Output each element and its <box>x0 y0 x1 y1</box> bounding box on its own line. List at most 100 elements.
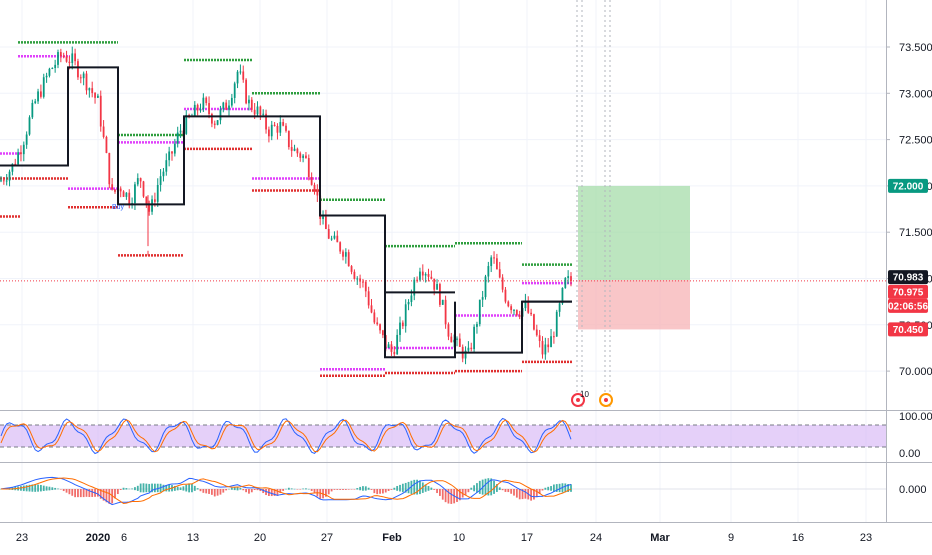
candle-body <box>128 192 131 206</box>
candle-body <box>373 312 376 323</box>
macd-histogram-bar <box>276 489 279 496</box>
macd-histogram-bar <box>336 489 339 490</box>
candle-body <box>424 274 427 276</box>
macd-histogram-bar <box>393 487 396 490</box>
macd-histogram-bar <box>513 489 515 496</box>
candle-body <box>54 64 57 68</box>
macd-histogram-bar <box>22 485 25 492</box>
candle-body <box>125 192 128 197</box>
macd-histogram-bar <box>230 487 233 490</box>
candle-body <box>376 322 379 325</box>
candle-body <box>379 324 381 331</box>
macd-histogram-bar <box>253 489 256 491</box>
candle-body <box>570 276 572 282</box>
candle-body <box>248 99 250 104</box>
stop-price-tag-bg <box>888 322 928 337</box>
candle-body <box>553 336 555 338</box>
candle-body <box>327 228 330 239</box>
macd-histogram-bar <box>419 480 421 495</box>
macd-histogram-bar <box>131 488 133 490</box>
candle-body <box>456 338 458 340</box>
current-price-tag-bg <box>888 284 928 299</box>
candle-body <box>307 158 310 178</box>
macd-histogram-bar <box>25 485 28 492</box>
macd-histogram-bar <box>165 484 168 492</box>
candle-body <box>134 184 136 204</box>
candle-body <box>433 278 436 290</box>
macd-histogram-bar <box>128 488 131 490</box>
macd-histogram-bar <box>262 489 265 494</box>
macd-histogram-bar <box>259 489 262 492</box>
macd-histogram-bar <box>507 489 510 493</box>
macd-histogram-bar <box>45 486 48 491</box>
candle-body <box>17 152 19 165</box>
candle-body <box>310 177 313 185</box>
macd-histogram-bar <box>379 489 381 494</box>
macd-histogram-bar <box>553 484 555 492</box>
indicator-lines <box>0 41 886 377</box>
macd-histogram-bar <box>376 489 379 495</box>
macd-histogram-bar <box>302 488 304 490</box>
candle-body <box>544 344 547 355</box>
candle-body <box>250 99 253 110</box>
macd-histogram-bar <box>436 489 438 494</box>
macd-histogram-bar <box>54 487 57 490</box>
stoch-d-line <box>0 419 572 453</box>
macd-histogram-bar <box>202 489 205 493</box>
macd-histogram-bar <box>51 487 54 491</box>
candle-body <box>37 91 39 102</box>
candle-body <box>558 303 561 312</box>
candle-body <box>262 113 265 115</box>
candle-body <box>97 95 99 98</box>
candle-body <box>114 189 116 192</box>
macd-histogram-bar <box>547 486 550 491</box>
macd-histogram-bar <box>162 484 165 492</box>
macd-histogram-bar <box>211 489 213 495</box>
candle-body <box>213 123 216 125</box>
event-badge-dot <box>604 398 608 402</box>
candle-body <box>296 148 299 154</box>
macd-histogram-bar <box>248 489 250 494</box>
candle-body <box>464 350 467 359</box>
time-tick-label: 2020 <box>86 532 110 544</box>
macd-histogram-bar <box>134 487 136 491</box>
macd-histogram-bar <box>105 489 108 503</box>
candle-body <box>439 284 441 305</box>
candle-body <box>82 73 85 79</box>
candle-body <box>139 178 142 182</box>
macd-histogram-bar <box>139 483 142 493</box>
macd-histogram-bar <box>0 488 2 490</box>
candle-body <box>407 301 410 305</box>
macd-histogram-bar <box>382 489 384 494</box>
macd-histogram-bar <box>116 489 119 495</box>
candle-body <box>498 269 501 278</box>
candle-body <box>159 176 162 185</box>
macd-histogram-bar <box>48 486 51 491</box>
candle-body <box>441 299 444 305</box>
candle-body <box>302 155 304 158</box>
candle-body <box>102 126 105 137</box>
candle-body <box>473 326 475 350</box>
candle-body <box>367 291 370 306</box>
event-badge-count: 10 <box>580 390 589 399</box>
candle-body <box>205 97 208 104</box>
candle-body <box>476 324 478 327</box>
candle-body <box>527 300 530 313</box>
candle-body <box>382 330 384 336</box>
candle-body <box>256 106 259 115</box>
candle-body <box>68 61 71 64</box>
time-tick-label: 10 <box>453 532 465 544</box>
candle-body <box>538 335 541 341</box>
candle-body <box>447 324 450 337</box>
candle-body <box>273 124 276 126</box>
macd-histogram-bar <box>496 484 498 492</box>
last-price-tag: 70.983 <box>893 273 924 284</box>
macd-histogram-bar <box>439 489 441 496</box>
candle-body <box>481 297 484 300</box>
candle-body <box>322 216 324 219</box>
time-tick-label: 17 <box>521 532 533 544</box>
candle-body <box>524 300 527 309</box>
candle-body <box>233 83 236 98</box>
